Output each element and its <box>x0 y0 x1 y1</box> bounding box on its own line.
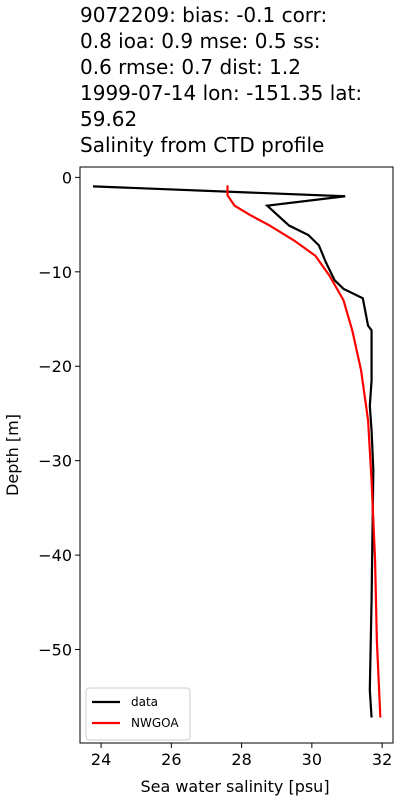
y-axis-label: Depth [m] <box>3 414 22 496</box>
y-tick-label: −30 <box>38 452 72 471</box>
chart-title: 0.8 ioa: 0.9 mse: 0.5 ss: <box>80 29 321 53</box>
y-tick-label: −50 <box>38 641 72 660</box>
chart-title: 59.62 <box>80 107 137 131</box>
y-tick-label: −20 <box>38 357 72 376</box>
y-tick-label: −40 <box>38 546 72 565</box>
y-tick-label: 0 <box>62 168 72 187</box>
chart-title: 9072209: bias: -0.1 corr: <box>80 3 327 27</box>
chart-title: Salinity from CTD profile <box>80 133 324 157</box>
plot-frame <box>79 166 394 744</box>
y-tick-label: −10 <box>38 263 72 282</box>
x-tick-label: 26 <box>161 750 181 769</box>
x-tick-label: 32 <box>372 750 392 769</box>
x-tick-label: 24 <box>91 750 111 769</box>
line-series <box>92 185 375 718</box>
x-tick-label: 30 <box>302 750 322 769</box>
x-axis-label: Sea water salinity [psu] <box>140 777 329 796</box>
legend-label: data <box>131 695 158 709</box>
x-tick-label: 28 <box>231 750 251 769</box>
chart-title: 1999-07-14 lon: -151.35 lat: <box>80 81 362 105</box>
chart-title: 0.6 rmse: 0.7 dist: 1.2 <box>80 55 301 79</box>
legend-label: NWGOA <box>131 716 179 730</box>
line-series <box>226 185 382 718</box>
